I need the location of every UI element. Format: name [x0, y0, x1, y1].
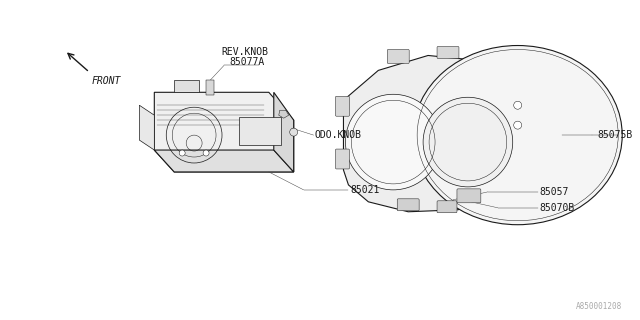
Polygon shape: [279, 110, 289, 118]
FancyBboxPatch shape: [239, 117, 281, 145]
Polygon shape: [140, 105, 154, 150]
Text: FRONT: FRONT: [92, 76, 121, 86]
FancyBboxPatch shape: [437, 201, 457, 213]
FancyBboxPatch shape: [335, 96, 349, 116]
Circle shape: [514, 121, 522, 129]
FancyBboxPatch shape: [457, 189, 481, 203]
Text: 85075B: 85075B: [597, 130, 632, 140]
FancyBboxPatch shape: [437, 46, 459, 59]
Circle shape: [203, 150, 209, 156]
Circle shape: [290, 128, 298, 136]
Polygon shape: [154, 92, 294, 172]
Text: REV.KNOB: REV.KNOB: [221, 47, 268, 58]
Text: A850001208: A850001208: [576, 302, 622, 311]
FancyBboxPatch shape: [335, 149, 349, 169]
Polygon shape: [154, 150, 294, 172]
Text: 85057: 85057: [540, 187, 569, 197]
Polygon shape: [344, 55, 527, 212]
Circle shape: [179, 150, 185, 156]
Polygon shape: [174, 80, 199, 92]
Text: 85021: 85021: [351, 185, 380, 195]
FancyBboxPatch shape: [397, 199, 419, 211]
Text: ODO.KNOB: ODO.KNOB: [315, 130, 362, 140]
Circle shape: [514, 101, 522, 109]
Polygon shape: [206, 80, 214, 95]
Polygon shape: [274, 92, 294, 172]
Circle shape: [346, 94, 441, 190]
Text: 85070B: 85070B: [540, 203, 575, 213]
Circle shape: [423, 97, 513, 187]
FancyBboxPatch shape: [387, 50, 409, 63]
Ellipse shape: [413, 45, 622, 225]
Text: 85077A: 85077A: [229, 57, 264, 68]
